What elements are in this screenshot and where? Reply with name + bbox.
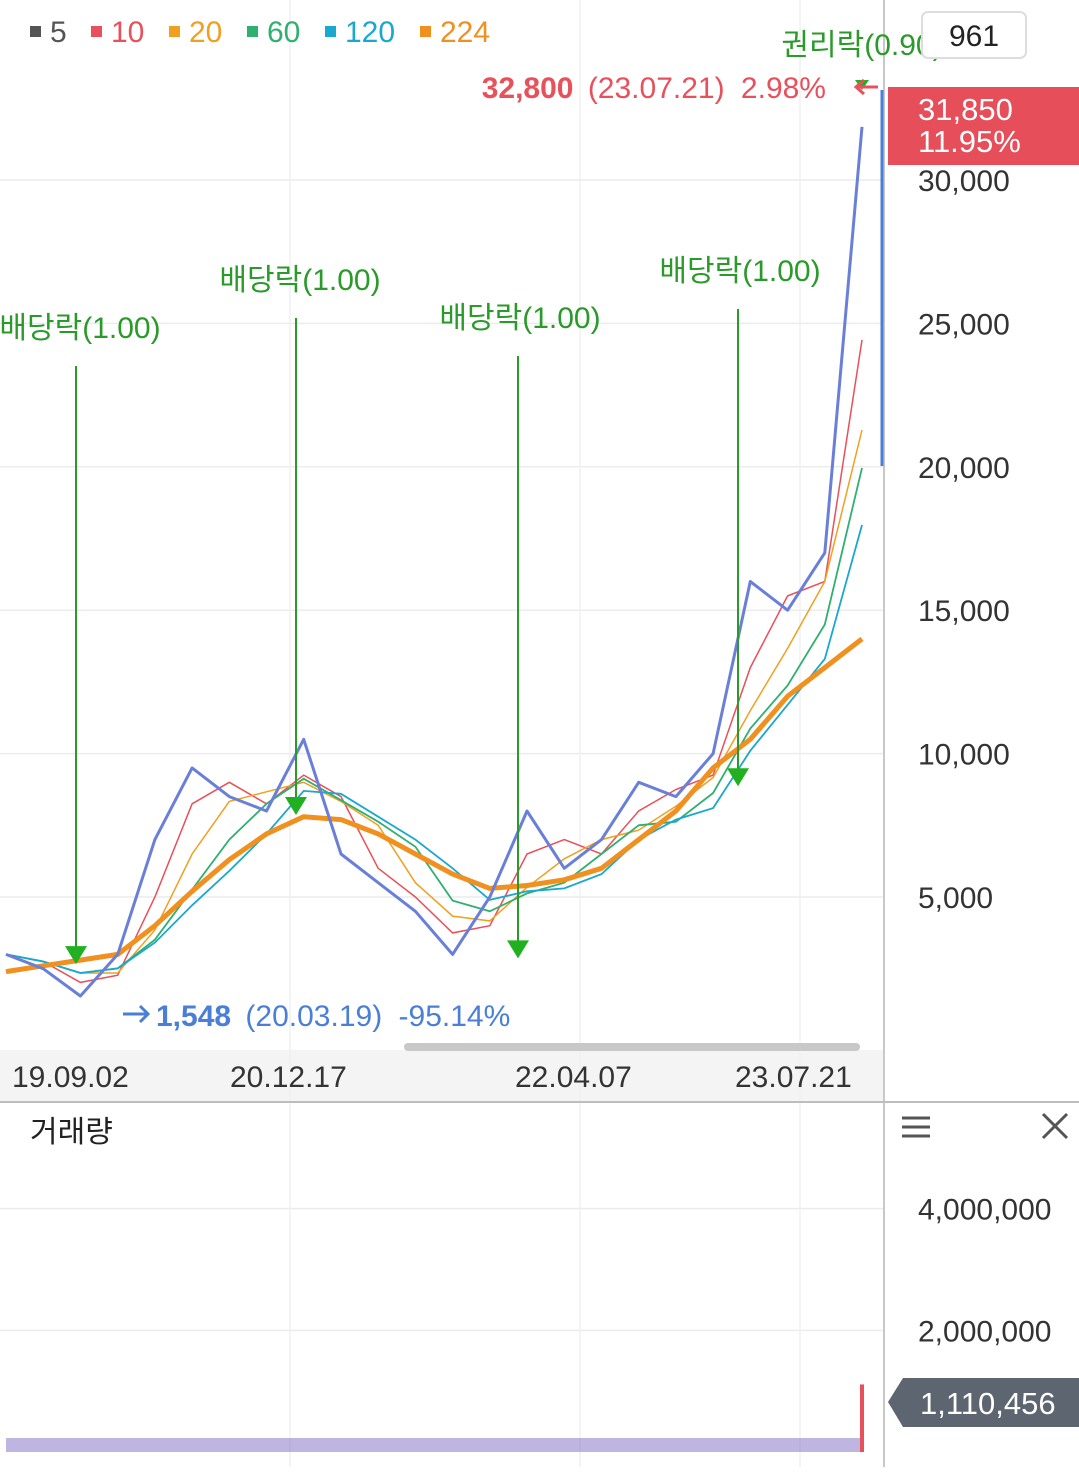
event-label: 배당락(1.00) [0,312,161,345]
price-series [5,126,864,998]
ma-legend[interactable]: 5 10 20 60 120 224 [30,16,490,49]
date-tick-label: 22.04.07 [515,1061,632,1094]
legend-label: 60 [267,16,300,49]
legend-item-10[interactable]: 10 [91,16,144,49]
price-tick-label: 5,000 [918,882,993,915]
event-triangle-icon [727,768,749,787]
high-annotation: 32,800 (23.07.21) 2.98% [482,72,826,105]
price-tick-label: 30,000 [918,165,1010,198]
price-tick-label: 25,000 [918,308,1010,341]
event-triangle-icon [285,796,307,815]
legend-swatch [420,26,431,37]
legend-item-20[interactable]: 20 [169,16,222,49]
price-tick-label: 20,000 [918,452,1010,485]
event-triangle-icon [507,940,529,959]
high-arrow-icon [853,78,878,96]
high-price: 32,800 [482,72,574,105]
ma-20-line [5,429,863,974]
current-volume-badge [888,1378,1079,1427]
legend-label: 120 [345,16,395,49]
period-badge-text: 961 [949,20,999,53]
close-icon[interactable] [1041,1112,1069,1140]
legend-label: 224 [440,16,490,49]
event-label: 권리락(0.90) [781,29,942,62]
event-label: 배당락(1.00) [219,264,380,297]
low-annotation: 1,548 (20.03.19) -95.14% [156,1000,510,1033]
price-axis-labels: 30,000 25,000 20,000 15,000 10,000 5,000 [918,165,1010,915]
low-arrow-icon [123,1004,151,1024]
legend-label: 20 [189,16,222,49]
series-line-224 [5,636,864,975]
gridlines [0,179,884,1332]
ma-60-line [5,467,863,974]
low-pct: -95.14% [399,1000,511,1033]
legend-item-5[interactable]: 5 [30,16,67,49]
legend-swatch [169,26,180,37]
event-markers: 배당락(1.00) 배당락(1.00) 배당락(1.00) 배당락(1.00) 권리락(… [0,29,943,965]
high-pct: 2.98% [741,72,826,105]
legend-label: 5 [50,16,67,49]
volume-tick-label: 2,000,000 [918,1315,1051,1348]
event-triangle-icon [855,80,869,90]
event-triangle-icon [65,946,87,965]
current-volume: 1,110,456 [920,1386,1056,1421]
event-label: 배당락(1.00) [659,255,820,288]
low-price: 1,548 [156,1000,231,1033]
x-axis-band [0,1050,884,1102]
legend-swatch [30,26,41,37]
current-volume-bar [860,1384,864,1452]
volume-axis-labels: 4,000,000 2,000,000 [918,1194,1051,1349]
menu-icon[interactable] [902,1116,930,1138]
date-tick-label: 19.09.02 [12,1061,129,1094]
event-label: 배당락(1.00) [439,302,600,335]
date-tick-label: 23.07.21 [735,1061,852,1094]
current-price-badge [888,87,1079,165]
price-tick-label: 10,000 [918,739,1010,772]
legend-item-120[interactable]: 120 [325,16,395,49]
ma-10-line [5,339,863,984]
volume-bars [6,1384,864,1452]
legend-swatch [247,26,258,37]
series-line-5 [5,126,864,998]
ma-120-line [5,524,863,974]
price-axis-panel [884,0,1079,1467]
date-axis-labels: 19.09.02 20.12.17 22.04.07 23.07.21 [12,1061,852,1094]
volume-title: 거래량 [30,1116,113,1149]
horizontal-scrollbar[interactable] [404,1043,860,1051]
legend-item-224[interactable]: 224 [420,16,490,49]
legend-item-60[interactable]: 60 [247,16,300,49]
volume-tick-label: 4,000,000 [918,1194,1051,1227]
vertical-gridlines [289,0,801,1467]
price-tick-label: 15,000 [918,595,1010,628]
legend-label: 10 [111,16,144,49]
current-change: 11.95% [918,124,1021,159]
period-badge[interactable] [921,11,1027,59]
low-date: (20.03.19) [245,1000,382,1033]
date-tick-label: 20.12.17 [230,1061,347,1094]
high-date: (23.07.21) [588,72,725,105]
legend-swatch [91,26,102,37]
current-price: 31,850 [918,92,1013,127]
legend-swatch [325,26,336,37]
volume-baseline [6,1438,862,1452]
